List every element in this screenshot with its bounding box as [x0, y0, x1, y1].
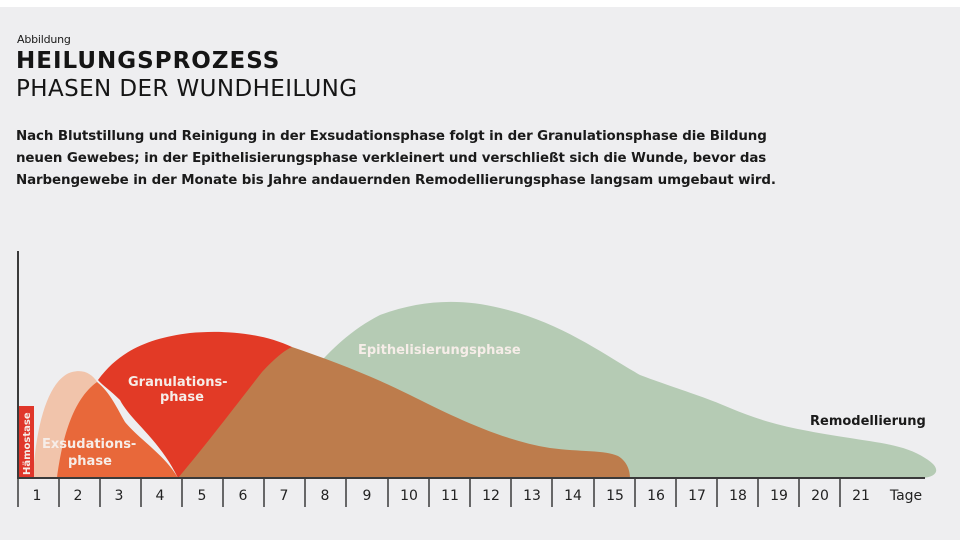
tick-label: 7 — [280, 488, 289, 504]
tick-label: 16 — [647, 488, 665, 504]
description-line: Nach Blutstillung und Reinigung in der E… — [16, 129, 767, 144]
label-haemostase: Hämostase — [22, 412, 33, 475]
tick-label: 10 — [400, 488, 418, 504]
tick-label: 13 — [523, 488, 541, 504]
label-granulation-1: Granulations- — [128, 375, 228, 390]
tick-label: 8 — [321, 488, 330, 504]
tick-label: 11 — [441, 488, 459, 504]
x-axis-unit: Tage — [889, 488, 922, 504]
label-exsudation-2: phase — [68, 454, 112, 469]
label-remodellierung: Remodellierung — [810, 414, 926, 429]
area-exsudation — [57, 382, 178, 478]
tick-label: 14 — [564, 488, 582, 504]
tick-label: 21 — [852, 488, 870, 504]
tick-label: 6 — [239, 488, 248, 504]
area-epithelisierung — [178, 347, 630, 478]
tick-label: 12 — [482, 488, 500, 504]
x-axis-ticks — [17, 478, 841, 507]
tick-label: 19 — [770, 488, 788, 504]
figure-title: HEILUNGSPROZESS — [16, 48, 281, 74]
description-line: Narbengewebe in der Monate bis Jahre and… — [16, 173, 776, 188]
tick-label: 20 — [811, 488, 829, 504]
tick-label: 18 — [729, 488, 747, 504]
description-line: neuen Gewebes; in der Epithelisierungsph… — [16, 151, 767, 166]
figure-description: Nach Blutstillung und Reinigung in der E… — [16, 126, 896, 192]
tick-label: 5 — [198, 488, 207, 504]
label-epithelisierung: Epithelisierungsphase — [358, 343, 521, 358]
tick-label: 15 — [606, 488, 624, 504]
tick-label: 1 — [33, 488, 42, 504]
figure-kicker: Abbildung — [17, 33, 71, 46]
label-exsudation-1: Exsudations- — [42, 437, 136, 452]
tick-label: 3 — [115, 488, 124, 504]
tick-label: 2 — [74, 488, 83, 504]
tick-label: 17 — [688, 488, 706, 504]
figure-subtitle: PHASEN DER WUNDHEILUNG — [16, 76, 358, 102]
tick-label: 4 — [156, 488, 165, 504]
bar-haemostase — [18, 406, 34, 478]
label-granulation-2: phase — [160, 390, 204, 405]
tick-label: 9 — [363, 488, 372, 504]
x-axis-tick-labels: 1 2 3 4 5 6 7 8 9 10 11 12 13 14 15 16 1… — [33, 488, 923, 504]
